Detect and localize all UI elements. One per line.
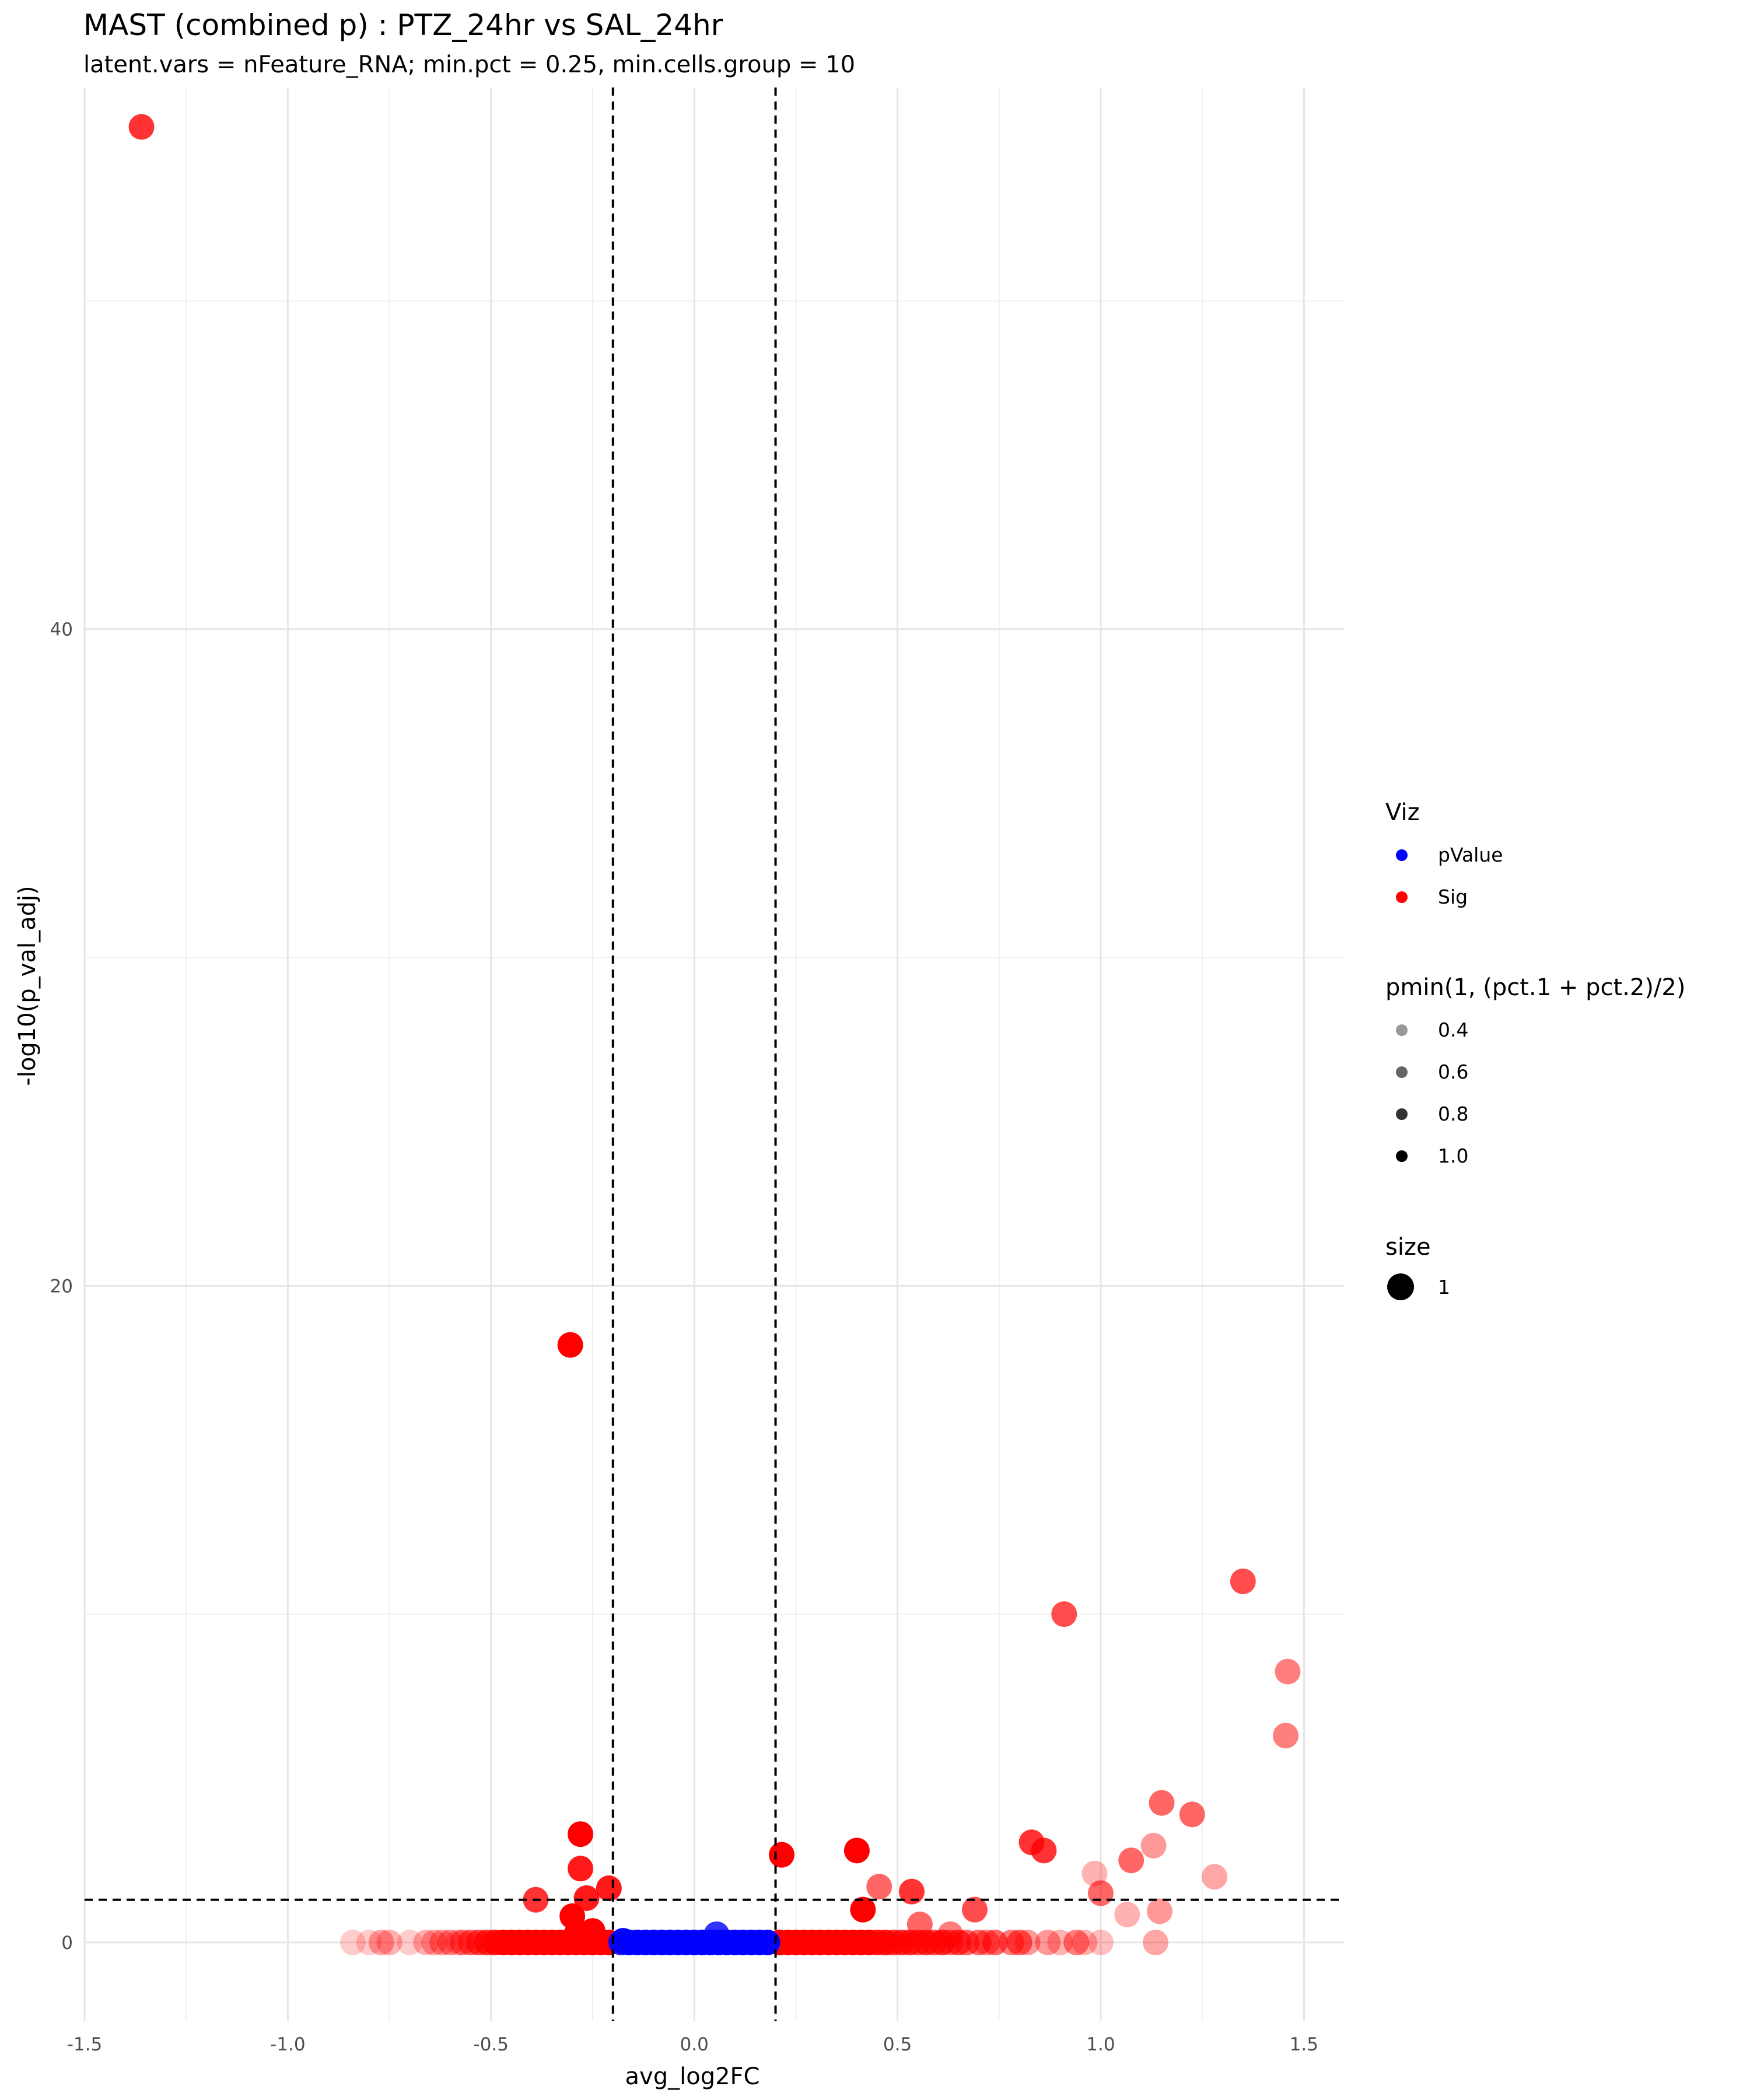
x-tick-label: 1.0 (1086, 2034, 1115, 2055)
legend-dot-icon (1396, 1066, 1408, 1078)
data-point-sig (413, 1929, 439, 1955)
data-point-sig (1140, 1832, 1167, 1859)
data-point-sig (1035, 1929, 1061, 1955)
legend-viz-title: Viz (1385, 799, 1420, 826)
legend-label: 0.8 (1438, 1102, 1469, 1125)
data-point-sig (844, 1838, 870, 1864)
legend-item-alpha-04: 0.4 (1385, 1014, 1685, 1056)
reference-lines (85, 88, 1345, 2021)
data-point-sig (376, 1929, 402, 1955)
data-point-sig (1063, 1929, 1090, 1955)
legend-item-alpha-08: 0.8 (1385, 1098, 1685, 1140)
data-point-sig (1114, 1902, 1140, 1928)
data-point-sig (1179, 1801, 1205, 1828)
x-axis-title: avg_log2FC (625, 2063, 760, 2090)
data-point-sig (421, 1929, 447, 1955)
y-tick-label: 20 (50, 1276, 73, 1297)
legend-label: 1 (1438, 1276, 1450, 1298)
data-point-sig (1031, 1838, 1057, 1864)
legend-dot-icon (1396, 849, 1408, 861)
data-point-sig (1082, 1860, 1108, 1887)
y-axis-title: -log10(p_val_adj) (14, 886, 41, 1086)
grid-lines (83, 88, 1345, 2021)
data-point-sig (850, 1896, 876, 1923)
legend-dot-icon (1396, 1108, 1408, 1120)
legend-label: Sig (1438, 886, 1468, 908)
data-point-sig (1087, 1929, 1114, 1955)
data-point-sig (356, 1929, 382, 1955)
legend-item-sig: Sig (1385, 881, 1468, 923)
data-point-sig (397, 1929, 423, 1955)
legend-size: size 1 (1385, 1234, 1450, 1313)
data-point-sig (1087, 1880, 1114, 1906)
data-point-sig (898, 1878, 925, 1905)
data-point-sig (557, 1332, 583, 1358)
x-tick-label: -1.0 (270, 2034, 306, 2055)
x-tick-label: 0.5 (883, 2034, 912, 2055)
chart-title: MAST (combined p) : PTZ_24hr vs SAL_24hr (83, 8, 723, 42)
y-tick-label: 0 (61, 1933, 73, 1954)
legend-label: 1.0 (1438, 1144, 1469, 1167)
legend-alpha-title: pmin(1, (pct.1 + pct.2)/2) (1385, 974, 1686, 1001)
data-point-sig (1014, 1929, 1041, 1955)
data-point-sig (1230, 1568, 1256, 1594)
data-point-sig (1072, 1929, 1098, 1955)
data-point-sig (866, 1874, 892, 1900)
data-point-sig (568, 1821, 594, 1847)
legend-label: 0.4 (1438, 1019, 1469, 1041)
data-point-sig (1118, 1847, 1144, 1874)
data-points (128, 114, 1301, 1955)
legend-item-alpha-06: 0.6 (1385, 1056, 1685, 1098)
legend-label: pValue (1438, 844, 1503, 866)
data-point-sig (1146, 1898, 1172, 1924)
chart-subtitle: latent.vars = nFeature_RNA; min.pct = 0.… (83, 51, 856, 78)
legend-alpha: pmin(1, (pct.1 + pct.2)/2) 0.4 0.6 0.8 1… (1385, 974, 1685, 1182)
data-point-sig (429, 1929, 456, 1955)
data-point-sig (1006, 1929, 1032, 1955)
legend-dot-icon (1396, 1150, 1408, 1162)
legend-label: 0.6 (1438, 1060, 1469, 1083)
legend-item-size-1: 1 (1385, 1271, 1450, 1313)
legend-item-alpha-10: 1.0 (1385, 1140, 1685, 1182)
legend-dot-icon (1396, 891, 1408, 903)
legend-item-pvalue: pValue (1385, 839, 1503, 881)
x-tick-label: -1.5 (67, 2034, 103, 2055)
x-tick-label: -0.5 (474, 2034, 509, 2055)
legend-dot-icon (1387, 1273, 1414, 1300)
data-point-sig (368, 1929, 394, 1955)
data-point-sig (573, 1885, 600, 1911)
data-point-sig (961, 1896, 988, 1923)
data-point-sig (1143, 1929, 1168, 1955)
data-point-sig (1202, 1864, 1228, 1890)
data-point-sig (1149, 1790, 1175, 1816)
data-point-sig (1275, 1658, 1301, 1685)
legend-dot-icon (1396, 1024, 1408, 1036)
data-point-sig (768, 1842, 794, 1868)
legend-viz: Viz pValue Sig (1385, 799, 1503, 923)
data-point-sig (1272, 1723, 1298, 1749)
y-tick-label: 40 (50, 620, 73, 640)
data-point-pvalue (610, 1928, 636, 1954)
data-point-sig (568, 1856, 594, 1882)
data-point-sig (596, 1875, 622, 1902)
axis-ticks: -1.5 -1.0 -0.5 0.0 0.5 1.0 1.5 0 20 40 (50, 620, 1318, 2055)
data-point-sig (1051, 1601, 1077, 1628)
x-tick-label: 1.5 (1290, 2034, 1318, 2055)
data-point-sig (340, 1929, 366, 1955)
legend-size-title: size (1385, 1234, 1431, 1261)
x-tick-label: 0.0 (680, 2034, 709, 2055)
data-point-pvalue (754, 1929, 780, 1955)
data-point-sig (128, 114, 155, 140)
